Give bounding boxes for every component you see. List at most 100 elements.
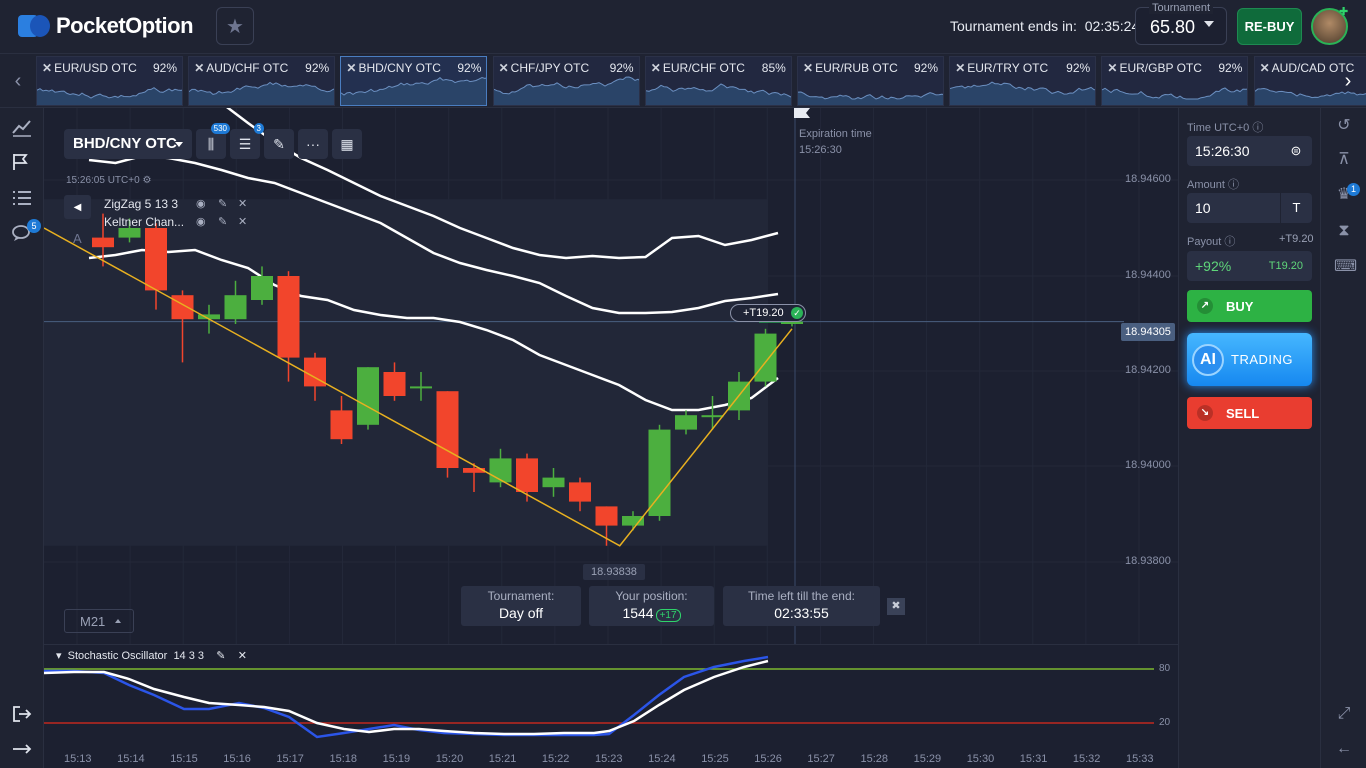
buy-button[interactable]: ↗ BUY [1187, 290, 1312, 322]
logo[interactable]: PocketOption [18, 12, 194, 40]
sparkline [1254, 87, 1366, 105]
tournament-countdown: Tournament ends in: 02:35:24 [946, 18, 1139, 34]
x-tick-label: 15:24 [648, 753, 676, 765]
favorites-star-button[interactable]: ★ [216, 7, 254, 45]
asset-tab[interactable]: ✕ EUR/RUB OTC 92% [797, 56, 944, 106]
logo-icon [18, 15, 50, 37]
timer-toggle-icon[interactable]: ⊜ [1290, 143, 1302, 158]
flags-icon[interactable] [11, 151, 33, 173]
more-button[interactable]: ··· [298, 129, 328, 159]
indicators-button[interactable]: ☰ 3 [230, 123, 264, 159]
close-icon[interactable]: ✕ [1259, 61, 1270, 75]
server-time: 15:26:05 UTC+0 ⚙ [66, 175, 151, 186]
pencil-icon[interactable]: ✎ [218, 216, 228, 228]
candle-body [569, 482, 591, 502]
asset-tab[interactable]: ✕ EUR/GBP OTC 92% [1101, 56, 1249, 106]
asset-tab-name: ✕ EUR/RUB OTC [803, 61, 898, 75]
asset-tab[interactable]: ✕ BHD/CNY OTC 92% [340, 56, 488, 106]
keyboard-icon[interactable]: ⌨ [1334, 258, 1358, 275]
arrow-left-icon[interactable]: ← [1336, 740, 1352, 757]
asset-tab[interactable]: ✕ AUD/CHF OTC 92% [188, 56, 336, 106]
eye-icon[interactable]: ◉ [196, 216, 206, 228]
eye-icon[interactable]: ◉ [196, 198, 206, 210]
tournament-status-label: Tournament: [487, 589, 555, 603]
asset-tab-name: ✕ AUD/CHF OTC [194, 61, 288, 75]
close-icon[interactable]: ✕ [498, 61, 509, 75]
asset-select[interactable]: BHD/CNY OTC [64, 129, 192, 159]
pencil-icon[interactable]: ✎ [216, 650, 226, 662]
timeframe-select[interactable]: M21 [64, 609, 134, 633]
asset-tab[interactable]: ✕ CHF/JPY OTC 92% [492, 56, 640, 106]
tournament-balance-select[interactable]: Tournament 65.80 [1135, 2, 1227, 45]
asset-tab-label: CHF/JPY OTC [510, 61, 590, 75]
sparkline [37, 87, 182, 105]
amount-label: Amount ⓘ [1187, 176, 1239, 192]
help-icon[interactable]: ⓘ [1252, 122, 1264, 134]
close-icon[interactable]: ✕ [1107, 61, 1118, 75]
asset-tab[interactable]: ✕ EUR/CHF OTC 85% [644, 56, 792, 106]
list-icon[interactable] [11, 187, 33, 209]
ai-trading-button[interactable]: AI TRADING [1187, 333, 1312, 386]
help-icon[interactable]: ⓘ [1227, 179, 1239, 191]
expiration-time-field[interactable]: 15:26:30 ⊜ [1187, 136, 1312, 166]
trade-profit: +T19.20 [743, 307, 784, 319]
chat-icon[interactable] [11, 222, 33, 244]
scroll-right-button[interactable]: › [1330, 54, 1366, 108]
close-icon[interactable]: ✕ [803, 61, 814, 75]
rebuy-button[interactable]: RE-BUY [1237, 8, 1302, 45]
close-info-button[interactable]: ✖ [887, 598, 905, 615]
close-icon[interactable]: ✕ [238, 198, 248, 210]
currency-toggle[interactable]: T [1280, 193, 1312, 223]
close-icon[interactable]: ✕ [238, 216, 248, 228]
scroll-left-button[interactable]: ‹ [0, 54, 36, 108]
history-icon[interactable]: ↺ [1337, 117, 1351, 134]
close-icon[interactable]: ✕ [955, 61, 966, 75]
payout-amount: +T9.20 [1279, 233, 1314, 245]
close-icon[interactable]: ✕ [650, 61, 661, 75]
avatar[interactable]: ✚ [1311, 7, 1348, 45]
asset-tab[interactable]: ✕ EUR/TRY OTC 92% [949, 56, 1097, 106]
asset-tab-payout: 85% [761, 61, 786, 75]
close-icon: ✖ [891, 600, 901, 612]
logout-icon[interactable] [11, 703, 33, 725]
hourglass-icon[interactable]: ⧗ [1338, 222, 1350, 239]
sell-button[interactable]: ↘ SELL [1187, 397, 1312, 429]
text-tool-icon[interactable]: A [73, 231, 82, 246]
chart-type-icon[interactable] [11, 116, 33, 138]
close-icon[interactable]: ✕ [237, 650, 247, 662]
chevron-down-icon[interactable]: ▾ [56, 650, 62, 662]
tournament-ends-label: Tournament ends in: [950, 18, 1077, 34]
help-icon[interactable]: ⓘ [1224, 236, 1236, 248]
candle-body [622, 516, 644, 526]
fullscreen-icon[interactable]: ⤢ [1337, 705, 1351, 722]
x-tick-label: 15:15 [170, 753, 198, 765]
brand-name: PocketOption [56, 13, 194, 38]
star-icon: ★ [226, 15, 244, 38]
close-icon[interactable]: ✕ [194, 61, 205, 75]
arrow-right-icon[interactable] [11, 738, 33, 760]
asset-tab[interactable]: ✕ EUR/USD OTC 92% [36, 56, 183, 106]
time-left-value: 02:33:55 [774, 605, 829, 621]
layout-button[interactable]: ▦ [332, 129, 362, 159]
payout-percent: +92% [1195, 258, 1232, 274]
candle-body [171, 295, 194, 320]
amount-field[interactable]: 10 T [1187, 193, 1312, 223]
candles-icon: ⫼ [207, 135, 215, 152]
asset-tab[interactable]: ✕ AUD/CAD OTC [1253, 56, 1366, 106]
drawing-button[interactable]: ✎ [264, 129, 294, 159]
asset-tab-label: EUR/TRY OTC [967, 61, 1049, 75]
sparkline [1102, 87, 1248, 105]
collapse-indicators-button[interactable]: ◀ [64, 195, 91, 219]
close-icon[interactable]: ✕ [42, 61, 53, 75]
close-icon[interactable]: ✕ [346, 61, 357, 75]
position-value: 1544 [622, 605, 654, 621]
sparkline [341, 76, 487, 105]
x-tick-label: 15:16 [223, 753, 251, 765]
open-trade-tag[interactable]: +T19.20 ✓ [730, 304, 806, 322]
pencil-icon[interactable]: ✎ [218, 198, 228, 210]
settings-icon[interactable]: ⚙ [142, 175, 152, 186]
candles-button[interactable]: ⫼ 530 [196, 123, 230, 159]
signal-icon[interactable]: ⊼ [1338, 151, 1350, 168]
price-chart[interactable] [43, 78, 1178, 644]
